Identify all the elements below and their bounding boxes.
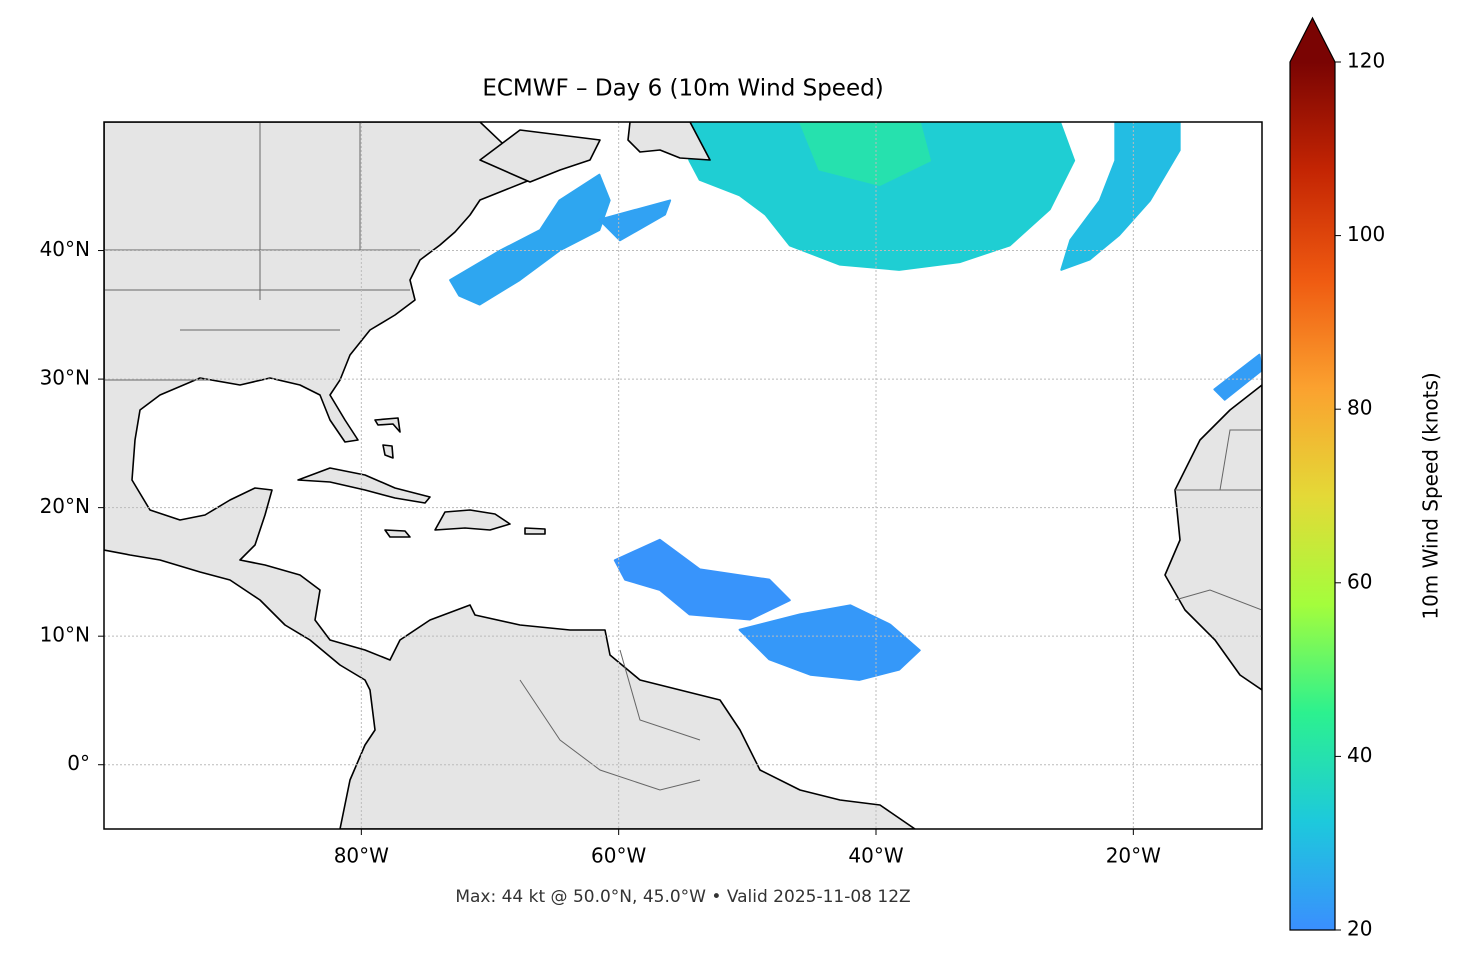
wind-area: [598, 199, 672, 242]
maritimes: [479, 129, 601, 183]
newfoundland: [627, 122, 711, 161]
x-tick-label: 80°W: [334, 844, 389, 868]
wind-area: [799, 122, 932, 186]
y-tick-label: 0°: [67, 751, 90, 775]
chart-title: ECMWF – Day 6 (10m Wind Speed): [482, 76, 883, 102]
y-tick-label: 40°N: [40, 237, 90, 261]
jamaica: [384, 529, 411, 538]
colorbar-tick-label: 80: [1347, 396, 1372, 420]
cuba: [297, 467, 431, 504]
country-borders: [104, 122, 1262, 791]
wind-layer: [449, 122, 1262, 681]
y-tick-label: 10°N: [40, 623, 90, 647]
colorbar-tick-label: 60: [1347, 569, 1372, 593]
colorbar: [1290, 62, 1335, 930]
x-tick-label: 20°W: [1106, 844, 1161, 868]
wind-area: [449, 173, 611, 306]
wind-area: [738, 604, 921, 681]
footer-note: Max: 44 kt @ 50.0°N, 45.0°W • Valid 2025…: [455, 887, 910, 907]
y-tick-label: 20°N: [40, 494, 90, 518]
wind-area: [1213, 353, 1262, 401]
map-frame: [103, 121, 1263, 830]
bahamas: [374, 417, 401, 459]
africa: [1164, 384, 1262, 691]
colorbar-tick-label: 20: [1347, 917, 1372, 941]
hispaniola: [434, 509, 511, 531]
wind-area: [1060, 122, 1181, 271]
colorbar-tick-label: 100: [1347, 222, 1385, 246]
wind-area: [613, 538, 791, 621]
colorbar-outline: [1289, 16, 1336, 931]
grid-layer: [104, 122, 1262, 829]
wind-area: [679, 122, 1076, 271]
x-tick-label: 40°W: [848, 844, 903, 868]
colorbar-tick-label: 40: [1347, 743, 1372, 767]
x-tick-label: 60°W: [591, 844, 646, 868]
puerto-rico: [524, 527, 546, 535]
colorbar-label: 10m Wind Speed (knots): [1419, 372, 1443, 619]
colorbar-tick-label: 120: [1347, 49, 1385, 73]
colorbar-extend: [1290, 18, 1335, 62]
y-tick-label: 30°N: [40, 366, 90, 390]
land-layer: [104, 122, 1262, 829]
americas: [104, 122, 916, 829]
